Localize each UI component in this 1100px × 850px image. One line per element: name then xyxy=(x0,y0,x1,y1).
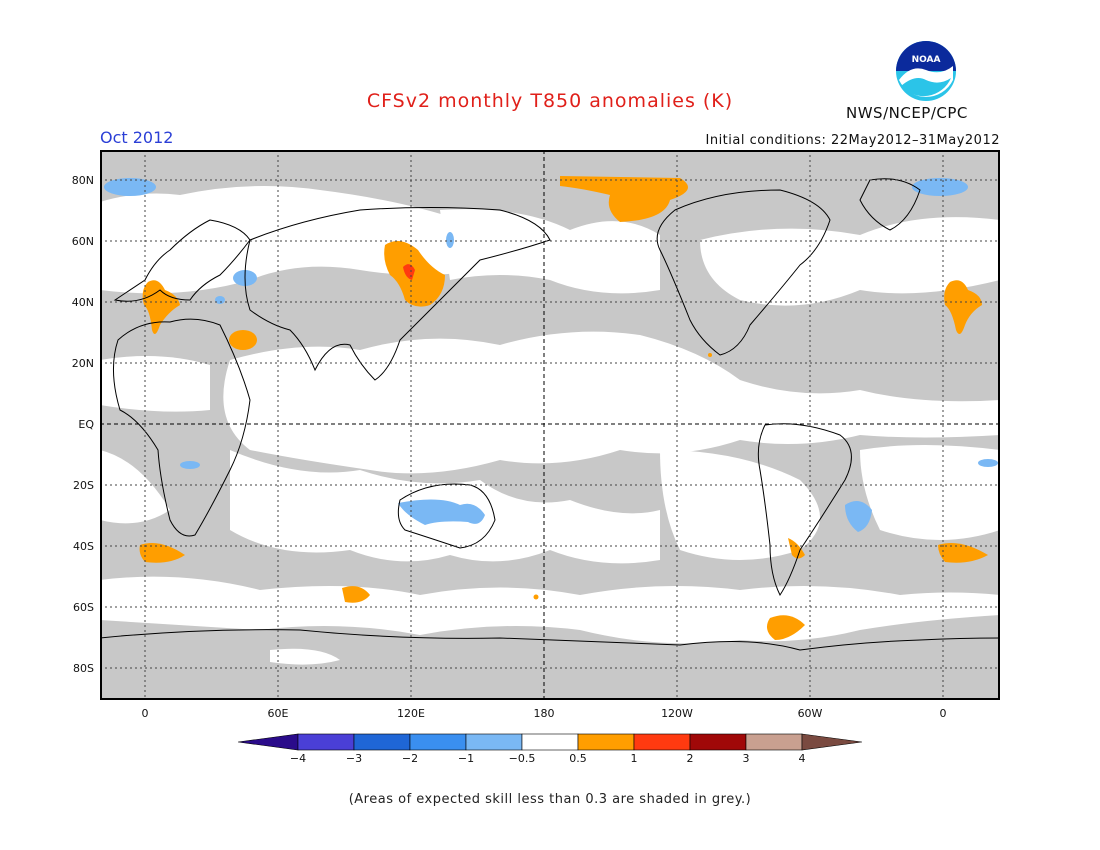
strong-positive-anomaly xyxy=(403,264,415,280)
colorbar-label: 1 xyxy=(630,752,638,765)
chart-title: CFSv2 monthly T850 anomalies (K) xyxy=(366,90,734,112)
initial-conditions: Initial conditions: 22May2012–31May2012 xyxy=(705,133,1000,148)
lon-label: 180 xyxy=(533,707,555,720)
colorbar-label: −2 xyxy=(401,752,419,765)
colorbar-arrow-low xyxy=(238,733,299,751)
colorbar-label: 2 xyxy=(686,752,694,765)
colorbar-segment xyxy=(353,733,411,751)
negative-anomalies xyxy=(104,178,998,532)
colorbar-label: 0.5 xyxy=(569,752,587,765)
positive-anomalies xyxy=(139,176,988,640)
lat-label: 60S xyxy=(73,601,94,614)
lat-label: 20S xyxy=(73,479,94,492)
colorbar-label: −3 xyxy=(345,752,363,765)
lon-label: 60E xyxy=(267,707,289,720)
coastlines xyxy=(100,178,1000,651)
agency-label: NWS/NCEP/CPC xyxy=(846,104,968,122)
lon-label: 120E xyxy=(397,707,425,720)
lon-label: 0 xyxy=(939,707,947,720)
lon-label: 120W xyxy=(661,707,693,720)
colorbar-label: −4 xyxy=(289,752,307,765)
lat-label: 40S xyxy=(73,540,94,553)
colorbar xyxy=(238,733,862,751)
lat-label: 80N xyxy=(71,174,94,187)
colorbar-segment xyxy=(689,733,747,751)
colorbar-segment xyxy=(521,733,579,751)
colorbar-label: −1 xyxy=(457,752,475,765)
lat-label: 80S xyxy=(73,662,94,675)
colorbar-label: −0.5 xyxy=(508,752,536,765)
colorbar-segment xyxy=(409,733,467,751)
lat-label: EQ xyxy=(78,418,94,431)
lon-label: 60W xyxy=(797,707,823,720)
colorbar-segment xyxy=(745,733,803,751)
skill-footnote: (Areas of expected skill less than 0.3 a… xyxy=(348,792,752,807)
colorbar-segment xyxy=(297,733,355,751)
colorbar-segment xyxy=(465,733,523,751)
colorbar-segment xyxy=(633,733,691,751)
gridlines xyxy=(100,150,1000,700)
noaa-logo: NOAA xyxy=(896,41,956,101)
skill-regions xyxy=(100,186,1000,665)
lon-label: 0 xyxy=(141,707,149,720)
colorbar-arrow-high xyxy=(801,733,862,751)
forecast-month: Oct 2012 xyxy=(100,128,174,147)
colorbar-label: 4 xyxy=(798,752,806,765)
anomaly-map xyxy=(100,150,1000,700)
lat-label: 20N xyxy=(71,357,94,370)
lat-label: 60N xyxy=(71,235,94,248)
colorbar-segment xyxy=(577,733,635,751)
lat-label: 40N xyxy=(71,296,94,309)
colorbar-label: 3 xyxy=(742,752,750,765)
noaa-logo-text: NOAA xyxy=(912,55,941,65)
equator-dateline xyxy=(100,150,1000,700)
map-frame xyxy=(100,150,1000,700)
